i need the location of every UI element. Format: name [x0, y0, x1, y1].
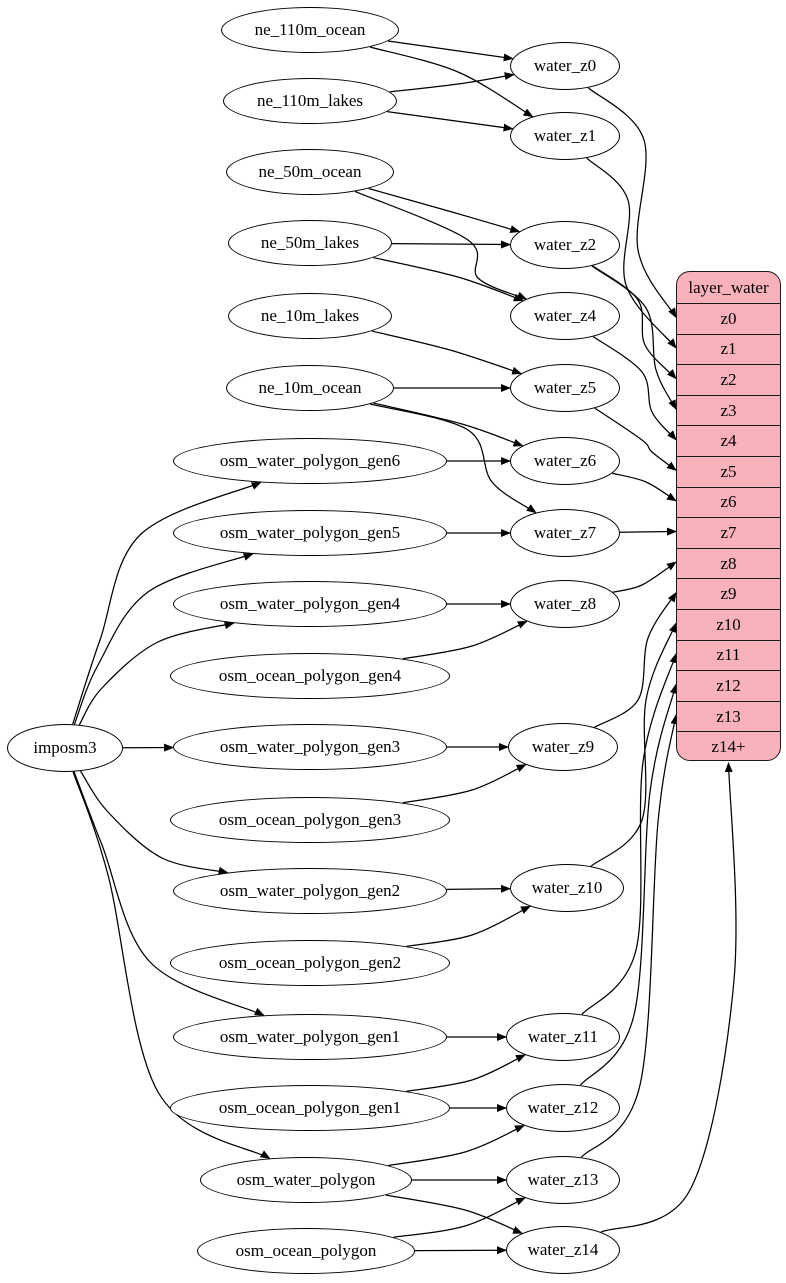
table-row-z11: z11 [677, 639, 780, 671]
edge-imposm3-to-osm_water_polygon_gen5 [73, 553, 254, 725]
table-row-z3: z3 [677, 394, 780, 426]
edge-osm_ocean_polygon-to-water_z13 [393, 1197, 526, 1238]
node-osm_water_polygon_gen3: osm_water_polygon_gen3 [173, 724, 447, 770]
node-ne_50m_ocean: ne_50m_ocean [226, 149, 394, 195]
edge-ne_10m_lakes-to-water_z5 [371, 330, 523, 375]
table-header: layer_water [688, 277, 769, 297]
table-row-z13: z13 [677, 700, 780, 732]
node-osm_water_polygon_gen4: osm_water_polygon_gen4 [173, 581, 447, 627]
node-ne_10m_lakes: ne_10m_lakes [228, 293, 392, 339]
edge-ne_110m_ocean-to-water_z0 [388, 40, 514, 62]
layer-water-table: layer_water z0 z1 z2 z3 z4 z5 z6 z7 z8 z9 z10 z11 z1… [676, 271, 781, 761]
table-row-z10: z10 [677, 608, 780, 640]
table-row-z12: z12 [677, 670, 780, 701]
table-row-z1: z1 [677, 333, 780, 365]
table-row-z4: z4 [677, 425, 780, 456]
edge-water_z11-to-z11 [581, 652, 678, 1015]
edge-osm_water_polygon-to-water_z12 [388, 1124, 525, 1167]
table-row-z8: z8 [677, 547, 780, 579]
node-ne_50m_lakes: ne_50m_lakes [228, 220, 392, 266]
edge-osm_ocean_polygon_gen2-to-water_z10 [406, 905, 531, 947]
node-water_z11: water_z11 [506, 1013, 620, 1061]
node-water_z4: water_z4 [510, 292, 620, 340]
edge-osm_ocean_polygon_gen1-to-water_z11 [406, 1054, 526, 1092]
table-row-z7: z7 [677, 517, 780, 548]
edge-water_z6-to-z6 [612, 472, 677, 502]
node-osm_ocean_polygon_gen1: osm_ocean_polygon_gen1 [170, 1085, 450, 1131]
node-osm_ocean_polygon: osm_ocean_polygon [197, 1228, 415, 1274]
edge-ne_10m_ocean-to-water_z6 [373, 402, 524, 447]
node-water_z6: water_z6 [510, 437, 620, 485]
table-rows: z0 z1 z2 z3 z4 z5 z6 z7 z8 z9 z10 z11 z12 z13 z14+ [677, 303, 780, 760]
edge-ne_110m_lakes-to-water_z1 [387, 110, 514, 132]
node-ne_10m_ocean: ne_10m_ocean [226, 365, 394, 411]
node-water_z8: water_z8 [510, 580, 620, 628]
table-row-z14+: z14+ [677, 731, 780, 760]
edge-ne_50m_ocean-to-water_z2 [368, 187, 521, 233]
node-water_z5: water_z5 [510, 364, 620, 412]
edge-water_z7-to-z7 [619, 527, 677, 536]
table-row-z2: z2 [677, 364, 780, 395]
edge-ne_50m_lakes-to-water_z4 [373, 256, 524, 302]
edge-ne_110m_lakes-to-water_z0 [389, 72, 515, 93]
node-osm_water_polygon_gen2: osm_water_polygon_gen2 [173, 868, 447, 914]
node-water_z9: water_z9 [508, 723, 618, 771]
edge-osm_water_polygon_gen2-to-water_z10 [446, 884, 512, 893]
table-row-z0: z0 [677, 303, 780, 334]
node-water_z12: water_z12 [506, 1084, 620, 1132]
node-water_z2: water_z2 [510, 221, 620, 269]
node-water_z1: water_z1 [510, 112, 620, 160]
edge-water_z14-to-z14+ [600, 762, 737, 1233]
node-osm_water_polygon_gen5: osm_water_polygon_gen5 [173, 510, 447, 556]
node-osm_ocean_polygon_gen4: osm_ocean_polygon_gen4 [170, 653, 450, 699]
node-osm_water_polygon_gen6: osm_water_polygon_gen6 [173, 438, 447, 484]
edge-osm_ocean_polygon_gen4-to-water_z8 [402, 620, 528, 660]
table-row-z5: z5 [677, 455, 780, 487]
node-osm_water_polygon: osm_water_polygon [200, 1157, 412, 1203]
node-imposm3: imposm3 [7, 724, 123, 772]
node-osm_water_polygon_gen1: osm_water_polygon_gen1 [173, 1014, 447, 1060]
node-water_z10: water_z10 [510, 864, 624, 912]
table-row-z6: z6 [677, 486, 780, 518]
edge-ne_50m_lakes-to-water_z2 [391, 240, 512, 249]
node-water_z14: water_z14 [506, 1226, 620, 1274]
edge-osm_water_polygon-to-water_z14 [385, 1194, 523, 1234]
node-water_z13: water_z13 [506, 1156, 620, 1204]
node-ne_110m_ocean: ne_110m_ocean [221, 7, 399, 53]
node-osm_ocean_polygon_gen3: osm_ocean_polygon_gen3 [170, 797, 450, 843]
edge-osm_ocean_polygon_gen3-to-water_z9 [402, 764, 527, 804]
node-water_z7: water_z7 [510, 509, 620, 557]
node-water_z0: water_z0 [510, 42, 620, 90]
node-osm_ocean_polygon_gen2: osm_ocean_polygon_gen2 [170, 940, 450, 986]
table-row-z9: z9 [677, 578, 780, 609]
node-ne_110m_lakes: ne_110m_lakes [223, 78, 397, 124]
edge-water_z8-to-z8 [612, 561, 677, 593]
